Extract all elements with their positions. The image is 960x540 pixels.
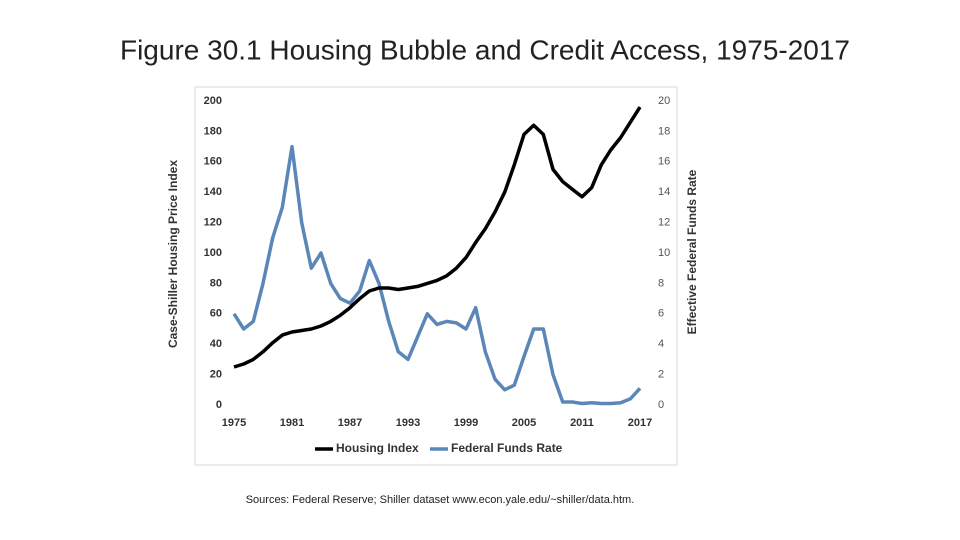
x-tick-label: 2017 [628, 417, 652, 429]
x-tick-label: 1993 [396, 417, 420, 429]
chart-frame [194, 86, 678, 466]
chart-title: Figure 30.1 Housing Bubble and Credit Ac… [120, 34, 850, 65]
x-tick-label: 1999 [454, 417, 478, 429]
y-axis-label: Case-Shiller Housing Price Index [166, 160, 180, 348]
y2-tick-label: 16 [658, 156, 670, 168]
y2-tick-label: 14 [658, 186, 670, 198]
y2-tick-label: 4 [658, 338, 664, 350]
y-tick-label: 80 [210, 277, 222, 289]
y-tick-label: 180 [204, 125, 222, 137]
y2-tick-label: 0 [658, 399, 664, 411]
y2-tick-label: 18 [658, 125, 670, 137]
y-tick-label: 120 [204, 217, 222, 229]
y-tick-label: 100 [204, 247, 222, 259]
y-tick-label: 140 [204, 186, 222, 198]
y2-tick-label: 20 [658, 95, 670, 107]
y2-tick-label: 12 [658, 217, 670, 229]
y2-tick-label: 6 [658, 308, 664, 320]
y-tick-label: 0 [216, 399, 222, 411]
y-tick-label: 160 [204, 156, 222, 168]
y2-tick-label: 8 [658, 277, 664, 289]
y2-tick-label: 10 [658, 247, 670, 259]
x-tick-label: 2011 [570, 417, 594, 429]
y-tick-label: 60 [210, 308, 222, 320]
y-tick-label: 20 [210, 369, 222, 381]
x-tick-label: 1975 [222, 417, 246, 429]
y-tick-label: 40 [210, 338, 222, 350]
x-tick-label: 2005 [512, 417, 536, 429]
x-tick-label: 1981 [280, 417, 304, 429]
line [232, 144, 642, 406]
x-tick-label: 1987 [338, 417, 362, 429]
y2-tick-label: 2 [658, 369, 664, 381]
y2-axis-label: Effective Federal Funds Rate [685, 169, 699, 334]
y-tick-label: 200 [204, 95, 222, 107]
legend-label: Housing Index [336, 441, 419, 455]
line [233, 106, 642, 369]
legend-label: Federal Funds Rate [451, 441, 563, 455]
source-note: Sources: Federal Reserve; Shiller datase… [246, 494, 635, 506]
